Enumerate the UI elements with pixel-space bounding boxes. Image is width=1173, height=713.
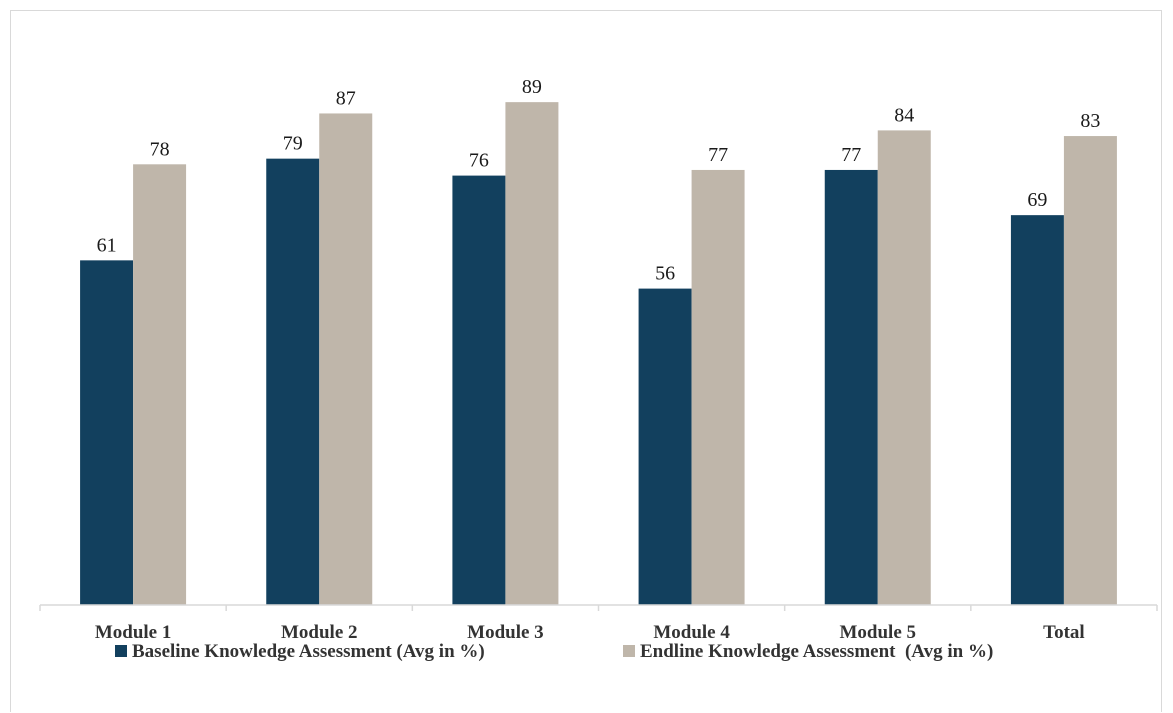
bar-endline-1: [319, 113, 373, 605]
legend-label-baseline: Baseline Knowledge Assessment (Avg in %): [132, 641, 485, 662]
bar-baseline-5: [1010, 215, 1064, 605]
legend: Baseline Knowledge Assessment (Avg in %)…: [115, 641, 993, 662]
category-label-3: Module 4: [653, 622, 730, 643]
legend-swatch-baseline: [115, 645, 127, 657]
category-label-2: Module 3: [467, 622, 544, 643]
data-label-baseline-5: 69: [1027, 189, 1047, 211]
data-label-endline-3: 77: [708, 144, 728, 166]
category-label-5: Total: [1043, 622, 1085, 643]
category-label-4: Module 5: [839, 622, 916, 643]
data-label-baseline-1: 79: [283, 133, 303, 155]
data-label-endline-0: 78: [150, 138, 170, 160]
data-labels-layer: 61 78 79 87 76 89 56 77 77 84 69 83: [97, 76, 1101, 284]
data-label-baseline-0: 61: [97, 234, 117, 256]
x-axis-ticks: [39, 605, 1158, 611]
legend-label-endline: Endline Knowledge Assessment (Avg in %): [640, 641, 993, 662]
data-label-endline-5: 83: [1080, 110, 1100, 132]
bar-baseline-0: [80, 260, 134, 605]
bar-baseline-4: [824, 169, 878, 605]
bar-baseline-2: [452, 175, 506, 605]
data-label-baseline-3: 56: [655, 263, 675, 285]
bar-endline-4: [877, 130, 931, 605]
data-label-baseline-2: 76: [469, 150, 489, 172]
category-label-1: Module 2: [281, 622, 358, 643]
bar-endline-2: [505, 102, 559, 606]
category-label-0: Module 1: [95, 622, 172, 643]
bar-endline-5: [1063, 136, 1117, 606]
bar-baseline-3: [638, 288, 692, 605]
data-label-endline-2: 89: [522, 76, 542, 98]
chart-frame: [10, 10, 1162, 712]
bar-endline-0: [133, 164, 187, 606]
data-label-endline-4: 84: [894, 104, 914, 126]
category-labels: Module 1 Module 2 Module 3 Module 4 Module 5…: [95, 622, 1085, 643]
data-label-baseline-4: 77: [841, 144, 861, 166]
bar-baseline-1: [266, 158, 320, 605]
legend-swatch-endline: [623, 645, 635, 657]
bars-layer: [80, 102, 1117, 606]
bar-endline-3: [691, 169, 745, 605]
data-label-endline-1: 87: [336, 87, 356, 109]
